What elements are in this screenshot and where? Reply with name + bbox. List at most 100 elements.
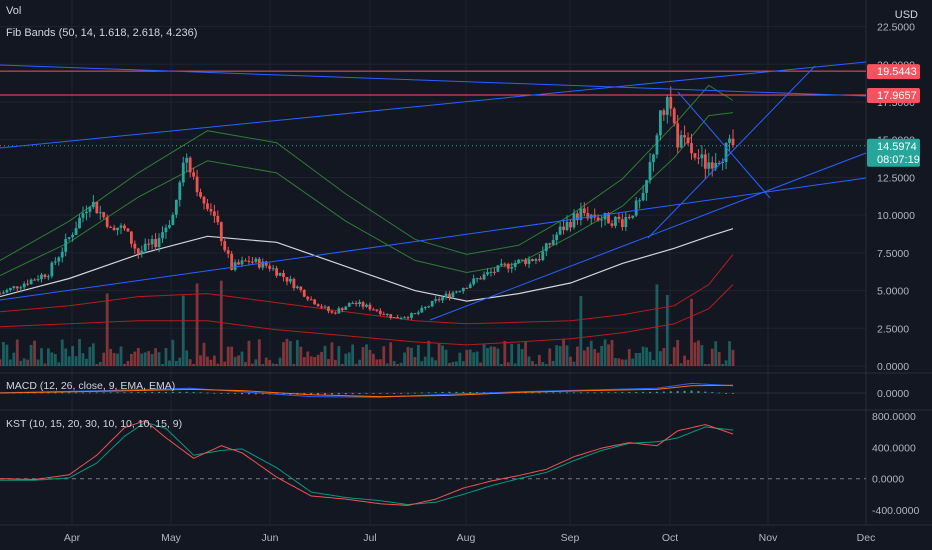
candle-body bbox=[396, 317, 400, 319]
volume-bar bbox=[510, 344, 514, 366]
candle-body bbox=[188, 157, 192, 173]
candle-body bbox=[133, 243, 137, 249]
currency-label[interactable]: USD bbox=[894, 9, 918, 21]
volume-bar bbox=[441, 345, 444, 366]
resistance-tag-1-bg bbox=[867, 64, 920, 80]
candle-body bbox=[434, 299, 438, 301]
candle-body bbox=[15, 286, 19, 289]
candle-body bbox=[437, 299, 441, 301]
price-tick-label: 5.0000 bbox=[877, 286, 909, 298]
volume-bar bbox=[358, 359, 361, 366]
macd-histogram-bar bbox=[711, 392, 714, 393]
macd-histogram-bar bbox=[662, 391, 665, 393]
candle-body bbox=[603, 212, 607, 220]
volume-bar bbox=[261, 364, 265, 366]
volume-bar bbox=[178, 357, 182, 366]
volume-bar bbox=[434, 360, 438, 366]
time-axis[interactable]: Apr May Jun Jul Aug Sep Oct Nov Dec bbox=[64, 532, 876, 544]
volume-bar bbox=[47, 348, 50, 366]
volume-bar bbox=[496, 348, 500, 366]
macd-histogram-bar bbox=[102, 392, 105, 394]
volume-bar bbox=[81, 353, 85, 366]
candle-body bbox=[237, 262, 240, 265]
candle-body bbox=[576, 213, 579, 221]
macd-histogram-bar bbox=[683, 390, 686, 393]
candle-body bbox=[199, 192, 202, 197]
macd-histogram-bar bbox=[607, 392, 610, 394]
candle-body bbox=[181, 162, 185, 183]
candle-body bbox=[548, 243, 552, 245]
volume-bar bbox=[323, 345, 327, 366]
macd-histogram-bar bbox=[566, 392, 569, 394]
volume-bar bbox=[199, 355, 202, 366]
volume-bar bbox=[33, 340, 36, 366]
macd-legend[interactable]: MACD (12, 26, close, 9, EMA, EMA) bbox=[6, 380, 176, 392]
candle-body bbox=[361, 302, 365, 307]
volume-bar bbox=[157, 352, 161, 366]
trendline-steep bbox=[647, 65, 816, 239]
volume-bar bbox=[493, 346, 496, 366]
volume-bar bbox=[569, 356, 572, 366]
macd-histogram-bar bbox=[586, 392, 589, 394]
volume-bar bbox=[95, 364, 99, 366]
volume-bar bbox=[365, 344, 368, 366]
volume-bar bbox=[565, 345, 569, 366]
candle-body bbox=[537, 259, 541, 261]
price-axis[interactable]: 22.500020.000017.500015.000012.500010.00… bbox=[872, 22, 919, 517]
macd-histogram-bar bbox=[185, 391, 188, 393]
volume-bar bbox=[631, 358, 635, 366]
candle-body bbox=[289, 278, 292, 282]
candle-body bbox=[493, 271, 496, 273]
candle-body bbox=[12, 286, 16, 288]
volume-bar bbox=[251, 363, 254, 366]
trendline-descending bbox=[0, 64, 867, 97]
candle-body bbox=[641, 192, 645, 201]
macd-histogram-bar bbox=[227, 393, 230, 394]
volume-bar bbox=[254, 359, 258, 366]
volume-bar bbox=[645, 347, 648, 366]
candle-body bbox=[423, 307, 427, 309]
kst-tick-label: -400.0000 bbox=[872, 505, 919, 517]
volume-bar bbox=[416, 344, 420, 366]
candle-body bbox=[610, 223, 614, 226]
price-tick-label: 0.0000 bbox=[877, 361, 909, 373]
kst-legend[interactable]: KST (10, 15, 20, 30, 10, 10, 10, 15, 9) bbox=[6, 418, 183, 430]
candle-body bbox=[499, 263, 503, 266]
vol-legend[interactable]: Vol bbox=[6, 5, 22, 17]
volume-bar bbox=[112, 352, 116, 366]
candle-body bbox=[40, 274, 43, 280]
macd-histogram-bar bbox=[697, 391, 700, 393]
volume-bar bbox=[683, 355, 686, 366]
candle-body bbox=[91, 201, 95, 208]
time-tick-label: Sep bbox=[561, 532, 580, 544]
candle-body bbox=[665, 97, 669, 115]
upper-band-inner bbox=[0, 112, 734, 276]
volume-bar bbox=[430, 357, 434, 366]
volume-bar bbox=[589, 340, 593, 366]
candle-body bbox=[185, 157, 189, 163]
fib-bands-legend[interactable]: Fib Bands (50, 14, 1.618, 2.618, 4.236) bbox=[6, 27, 198, 39]
volume-bar bbox=[527, 356, 531, 366]
volume-bar bbox=[143, 352, 147, 366]
candle-body bbox=[569, 221, 572, 228]
macd-histogram-bar bbox=[524, 392, 527, 394]
volume-bar bbox=[209, 359, 213, 366]
volume-bar bbox=[43, 363, 47, 366]
trendlines[interactable] bbox=[0, 61, 867, 321]
candle-body bbox=[620, 219, 624, 228]
volume-bar bbox=[29, 344, 33, 366]
volume-bar bbox=[586, 346, 590, 366]
volume-bar bbox=[309, 356, 313, 366]
time-tick-label: Oct bbox=[662, 532, 678, 544]
candle-body bbox=[416, 312, 420, 314]
candle-body bbox=[278, 272, 282, 276]
candle-body bbox=[648, 162, 652, 181]
macd-histogram-bar bbox=[365, 393, 368, 394]
macd-histogram-bar bbox=[676, 391, 679, 393]
volume-bar bbox=[537, 354, 541, 366]
macd-histogram-bar bbox=[254, 393, 257, 395]
candle-body bbox=[693, 153, 697, 158]
candle-body bbox=[420, 307, 424, 313]
candle-body bbox=[57, 257, 61, 262]
